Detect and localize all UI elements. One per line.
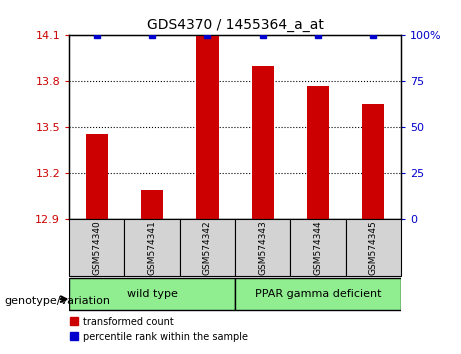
Title: GDS4370 / 1455364_a_at: GDS4370 / 1455364_a_at — [147, 18, 324, 32]
FancyBboxPatch shape — [69, 278, 235, 310]
FancyBboxPatch shape — [69, 219, 124, 276]
Text: GSM574344: GSM574344 — [313, 221, 323, 275]
FancyBboxPatch shape — [346, 219, 401, 276]
Text: GSM574341: GSM574341 — [148, 221, 157, 275]
Text: GSM574343: GSM574343 — [258, 221, 267, 275]
FancyBboxPatch shape — [290, 219, 346, 276]
Bar — [362, 104, 384, 219]
Text: genotype/variation: genotype/variation — [5, 296, 111, 306]
Text: GSM574345: GSM574345 — [369, 221, 378, 275]
FancyBboxPatch shape — [180, 219, 235, 276]
Bar — [307, 86, 329, 219]
Text: GSM574342: GSM574342 — [203, 221, 212, 275]
Bar — [252, 66, 274, 219]
FancyBboxPatch shape — [124, 219, 180, 276]
FancyBboxPatch shape — [235, 278, 401, 310]
Legend: transformed count, percentile rank within the sample: transformed count, percentile rank withi… — [65, 313, 252, 346]
Bar — [141, 190, 163, 219]
FancyBboxPatch shape — [235, 219, 290, 276]
Text: PPAR gamma deficient: PPAR gamma deficient — [255, 289, 381, 299]
Bar — [86, 133, 108, 219]
Bar — [196, 35, 219, 219]
Text: wild type: wild type — [127, 289, 177, 299]
Text: GSM574340: GSM574340 — [92, 221, 101, 275]
